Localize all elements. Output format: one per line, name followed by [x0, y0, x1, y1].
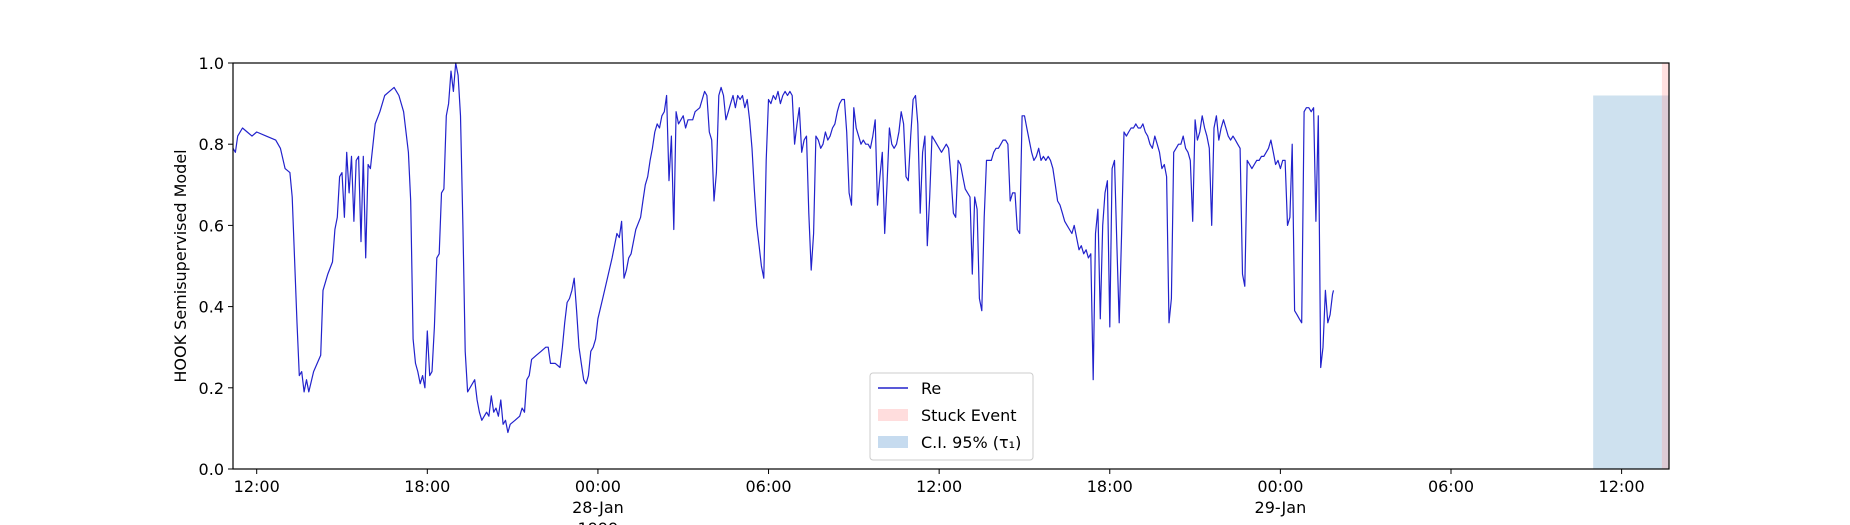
- y-axis-label: HOOK Semisupervised Model: [171, 149, 190, 382]
- y-axis: 0.0 0.2 0.4 0.6 0.8 1.0: [199, 54, 233, 479]
- y-tick-label: 0.0: [199, 460, 224, 479]
- band-0: [1593, 95, 1669, 469]
- axes-frame: [232, 62, 1670, 470]
- x-axis: 12:00 18:00 00:00 28-Jan 1999 06:00 12:00 18:00…: [234, 469, 1645, 525]
- legend-label: Re: [921, 379, 941, 398]
- legend-swatch: [878, 409, 908, 421]
- x-tick-label: 18:00: [1087, 477, 1133, 496]
- legend-swatch: [878, 436, 908, 448]
- y-tick-label: 1.0: [199, 54, 224, 73]
- y-tick-label: 0.2: [199, 379, 224, 398]
- series-layer: [232, 62, 1335, 434]
- x-tick-label: 18:00: [404, 477, 450, 496]
- x-tick-sublabel: 1999: [578, 519, 619, 525]
- series-line-0: [232, 62, 1335, 434]
- x-tick-label: 00:00: [575, 477, 621, 496]
- legend-box: [869, 372, 1034, 461]
- x-tick-sublabel: 28-Jan: [572, 498, 624, 517]
- band-1: [1661, 63, 1669, 469]
- bands-layer: [1593, 63, 1669, 469]
- legend: Re Stuck Event C.I. 95% (τ₁): [869, 372, 1034, 461]
- legend-label: Stuck Event: [921, 406, 1017, 425]
- x-tick-label: 12:00: [234, 477, 280, 496]
- x-tick-label: 12:00: [916, 477, 962, 496]
- y-tick-label: 0.6: [199, 216, 224, 235]
- y-tick-label: 0.8: [199, 135, 224, 154]
- x-tick-label: 00:00: [1257, 477, 1303, 496]
- legend-label: C.I. 95% (τ₁): [921, 433, 1021, 452]
- y-tick-label: 0.4: [199, 298, 224, 317]
- x-tick-label: 12:00: [1599, 477, 1645, 496]
- x-tick-label: 06:00: [1428, 477, 1474, 496]
- x-tick-sublabel: 29-Jan: [1255, 498, 1307, 517]
- x-tick-label: 06:00: [745, 477, 791, 496]
